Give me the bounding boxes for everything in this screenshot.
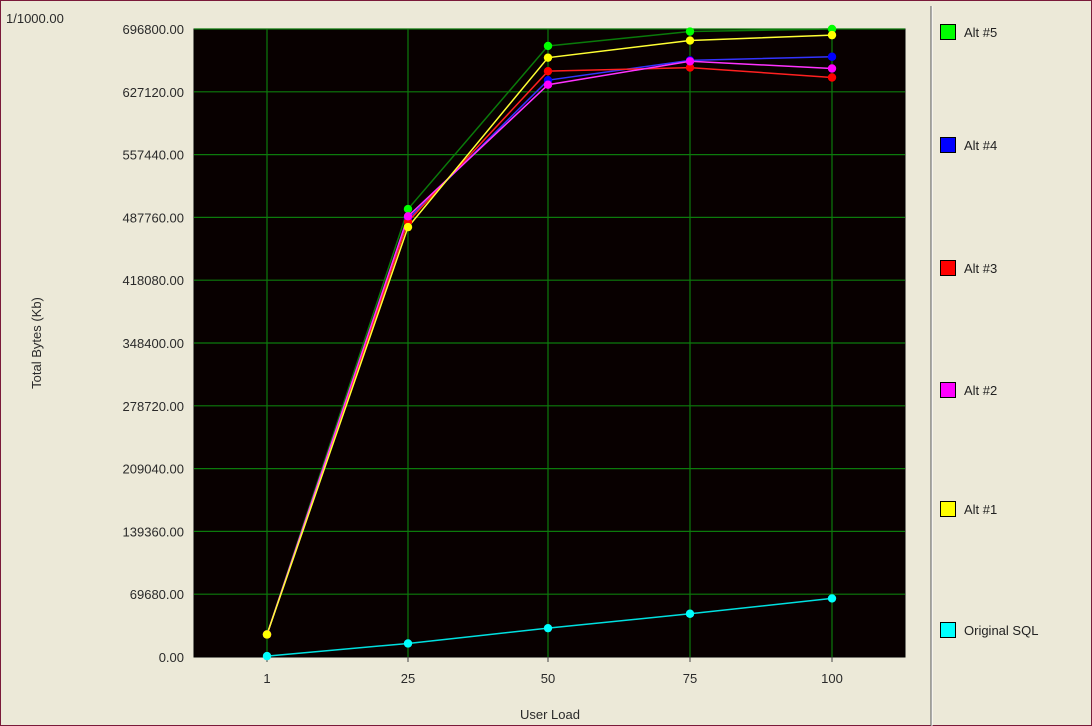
y-tick-label-7: 487760.00 [123, 210, 184, 225]
y-tick-label-2: 139360.00 [123, 524, 184, 539]
y-axis-title: Total Bytes (Kb) [29, 297, 44, 389]
legend-swatch-alt1 [940, 501, 956, 517]
legend-swatch-original-sql [940, 622, 956, 638]
legend-item-alt4[interactable]: Alt #4 [940, 134, 997, 156]
legend-label-alt2: Alt #2 [964, 382, 998, 398]
x-tick-label-4: 100 [821, 671, 843, 686]
legend-swatch-alt4 [940, 137, 956, 153]
data-point-alt-1-3 [685, 36, 695, 45]
data-point-original-sql-4 [827, 594, 837, 603]
data-point-original-sql-1 [403, 639, 413, 648]
scale-label: 1/1000.00 [6, 11, 64, 26]
legend-label-alt1: Alt #1 [964, 501, 998, 517]
legend-label-original-sql: Original SQL [964, 622, 1039, 638]
data-point-alt-1-1 [403, 222, 413, 232]
data-point-alt-5-1 [403, 204, 413, 214]
legend-item-alt1[interactable]: Alt #1 [940, 498, 997, 520]
legend-label-alt4: Alt #4 [964, 137, 998, 153]
y-tick-label-0: 0.00 [159, 650, 184, 665]
legend-item-original-sql[interactable]: Original SQL [940, 619, 1038, 641]
data-point-alt-3-2 [543, 66, 553, 76]
y-tick-label-3: 209040.00 [123, 462, 184, 477]
data-point-alt-5-4 [827, 24, 837, 34]
y-tick-label-6: 418080.00 [123, 273, 184, 288]
legend-item-alt2[interactable]: Alt #2 [940, 379, 997, 401]
data-point-alt-4-4 [827, 52, 837, 61]
legend-label-alt5: Alt #5 [964, 24, 998, 40]
y-tick-label-9: 627120.00 [123, 85, 184, 100]
data-point-alt-3-4 [827, 73, 837, 82]
legend-item-alt5[interactable]: Alt #5 [940, 21, 997, 43]
x-tick-label-1: 25 [401, 671, 415, 686]
x-axis-title: User Load [520, 707, 580, 722]
data-point-alt-1-4 [827, 30, 837, 40]
x-tick-label-0: 1 [263, 671, 270, 686]
data-point-alt-1-0 [262, 630, 272, 639]
data-point-alt-3-3 [685, 63, 695, 72]
data-point-original-sql-2 [543, 623, 553, 633]
legend-item-alt3[interactable]: Alt #3 [940, 257, 997, 279]
legend: Alt #5 Alt #4 Alt #3 Alt #2 Alt #1 Origi… [936, 0, 1092, 726]
data-point-alt-2-3 [685, 57, 695, 66]
y-tick-label-10: 696800.00 [123, 22, 184, 37]
y-tick-label-5: 348400.00 [123, 336, 184, 351]
data-point-original-sql-3 [685, 609, 695, 618]
data-point-original-sql-0 [262, 651, 272, 661]
data-point-alt-2-1 [403, 212, 413, 221]
y-tick-label-8: 557440.00 [123, 148, 184, 163]
legend-label-alt3: Alt #3 [964, 260, 998, 276]
y-tick-label-1: 69680.00 [130, 587, 184, 602]
data-point-alt-5-3 [685, 27, 695, 36]
x-tick-label-3: 75 [683, 671, 697, 686]
data-point-alt-2-2 [543, 80, 553, 89]
data-point-alt-5-2 [543, 41, 553, 51]
legend-swatch-alt3 [940, 260, 956, 276]
legend-swatch-alt2 [940, 382, 956, 398]
legend-swatch-alt5 [940, 24, 956, 40]
x-tick-label-2: 50 [541, 671, 555, 686]
y-tick-label-4: 278720.00 [123, 399, 184, 414]
data-point-alt-2-4 [827, 64, 837, 73]
data-point-alt-1-2 [543, 53, 553, 62]
